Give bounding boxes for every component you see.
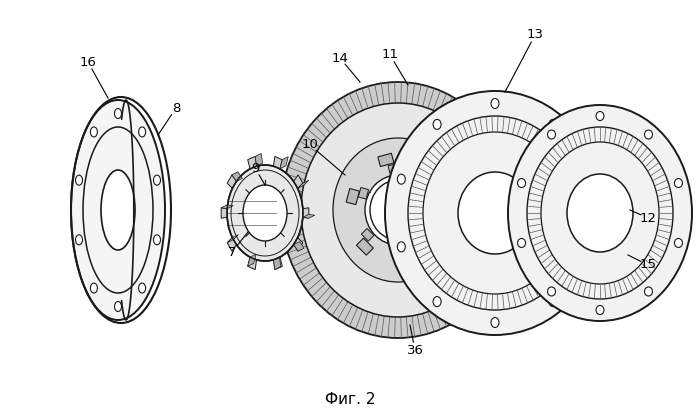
Ellipse shape (547, 130, 556, 139)
Polygon shape (227, 235, 238, 243)
Polygon shape (303, 208, 309, 218)
Ellipse shape (491, 318, 499, 328)
Text: 10: 10 (301, 139, 319, 152)
Polygon shape (294, 175, 303, 189)
Text: 14: 14 (331, 52, 348, 65)
Ellipse shape (433, 119, 441, 129)
Ellipse shape (517, 178, 526, 187)
Polygon shape (423, 165, 440, 182)
Polygon shape (388, 163, 400, 173)
Polygon shape (247, 157, 257, 169)
Ellipse shape (458, 172, 532, 254)
Polygon shape (273, 257, 282, 270)
Ellipse shape (644, 130, 652, 139)
Ellipse shape (365, 175, 431, 245)
Polygon shape (280, 157, 288, 169)
Polygon shape (247, 254, 256, 266)
Ellipse shape (584, 174, 593, 184)
Text: 16: 16 (80, 55, 96, 68)
Polygon shape (273, 157, 282, 169)
Text: 9: 9 (251, 162, 259, 174)
Polygon shape (359, 187, 368, 199)
Ellipse shape (301, 103, 495, 317)
Ellipse shape (675, 178, 682, 187)
Polygon shape (294, 241, 304, 251)
Ellipse shape (675, 239, 682, 247)
Ellipse shape (527, 127, 673, 299)
Ellipse shape (397, 174, 405, 184)
Polygon shape (227, 238, 236, 251)
Ellipse shape (423, 132, 567, 294)
Polygon shape (361, 228, 374, 241)
Ellipse shape (491, 99, 499, 108)
Ellipse shape (115, 108, 122, 118)
Ellipse shape (333, 138, 463, 282)
Polygon shape (378, 153, 394, 167)
Ellipse shape (75, 175, 82, 185)
Ellipse shape (138, 127, 145, 137)
Polygon shape (427, 221, 438, 233)
Text: 15: 15 (640, 258, 656, 271)
Polygon shape (221, 205, 233, 209)
Polygon shape (303, 214, 315, 218)
Polygon shape (298, 180, 309, 189)
Ellipse shape (154, 235, 161, 245)
Ellipse shape (397, 242, 405, 252)
Ellipse shape (370, 180, 426, 240)
Ellipse shape (115, 302, 122, 312)
Ellipse shape (227, 165, 303, 261)
Ellipse shape (508, 105, 692, 321)
Ellipse shape (433, 297, 441, 307)
Polygon shape (356, 238, 373, 255)
Ellipse shape (547, 287, 556, 296)
Polygon shape (294, 238, 303, 251)
Ellipse shape (90, 283, 97, 293)
Polygon shape (273, 257, 281, 270)
Text: 7: 7 (228, 246, 236, 258)
Ellipse shape (385, 91, 605, 335)
Polygon shape (402, 253, 418, 267)
Ellipse shape (644, 287, 652, 296)
Ellipse shape (596, 111, 604, 121)
Ellipse shape (596, 305, 604, 315)
Ellipse shape (90, 127, 97, 137)
Ellipse shape (584, 242, 593, 252)
Ellipse shape (549, 119, 557, 129)
Polygon shape (422, 179, 435, 192)
Ellipse shape (370, 180, 426, 240)
Polygon shape (255, 153, 263, 166)
Ellipse shape (75, 235, 82, 245)
Text: 13: 13 (526, 29, 544, 42)
Polygon shape (437, 215, 450, 231)
Polygon shape (346, 189, 359, 205)
Text: 8: 8 (172, 102, 180, 115)
Text: Фиг. 2: Фиг. 2 (325, 393, 375, 407)
Ellipse shape (567, 174, 633, 252)
Polygon shape (221, 208, 227, 218)
Ellipse shape (154, 175, 161, 185)
Text: 12: 12 (640, 212, 656, 225)
Polygon shape (396, 247, 408, 257)
Polygon shape (232, 172, 243, 181)
Polygon shape (227, 175, 236, 189)
Ellipse shape (281, 82, 515, 338)
Ellipse shape (101, 170, 135, 250)
Ellipse shape (138, 283, 145, 293)
Ellipse shape (71, 100, 165, 320)
Text: 11: 11 (382, 48, 398, 61)
Ellipse shape (549, 297, 557, 307)
Ellipse shape (243, 185, 287, 241)
Ellipse shape (541, 142, 659, 284)
Text: 36: 36 (407, 344, 424, 357)
Ellipse shape (408, 116, 582, 310)
Polygon shape (247, 257, 257, 270)
Ellipse shape (83, 127, 153, 293)
Ellipse shape (517, 239, 526, 247)
